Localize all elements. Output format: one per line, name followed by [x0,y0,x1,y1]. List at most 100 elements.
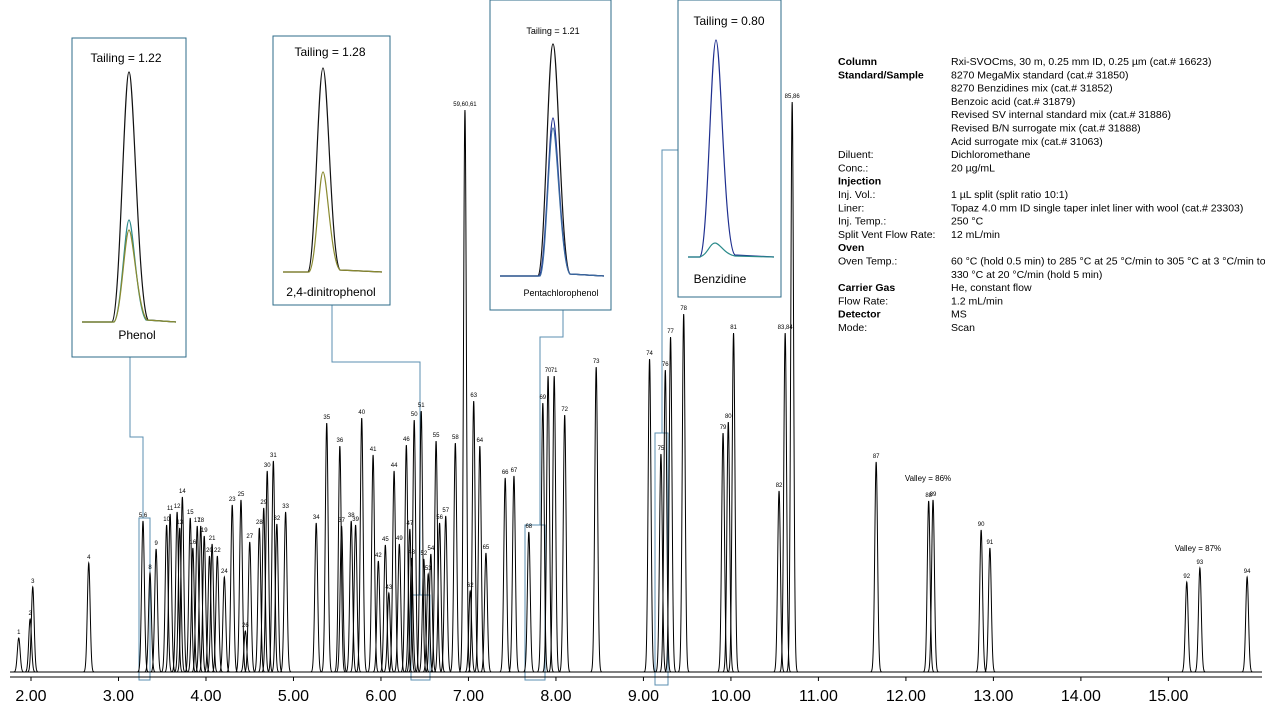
peak [334,445,346,673]
condition-value: Revised B/N surrogate mix (cat.# 31888) [951,123,1141,135]
peak-label: 31 [270,453,277,459]
peak-label: 70 [545,368,552,374]
peak-label: 65 [483,545,490,551]
peak-label: 34 [313,515,320,521]
peak-label: 53 [425,566,432,572]
inset-compound: Pentachlorophenol [523,288,598,298]
peak [659,369,672,673]
peak [144,571,156,673]
condition-value: 1.2 mL/min [951,295,1003,307]
peak [404,528,416,673]
peak-label: 74 [646,351,653,357]
peak-label: 23 [229,497,236,503]
peak-label: 51 [418,403,425,409]
condition-key: Flow Rate: [838,295,888,307]
peak-label: 15 [187,510,194,516]
peak [558,414,571,673]
peak [480,552,492,673]
condition-key: Conc.: [838,162,868,174]
peak-label: 27 [246,534,253,540]
condition-value: MS [951,309,967,321]
peak [383,591,395,673]
condition-value: Revised SV internal standard mix (cat.# … [951,109,1171,121]
inset-frame [489,0,612,311]
peak-label: 35 [323,415,330,421]
peak-label: 93 [1197,560,1204,566]
peak-label: 16 [190,540,197,546]
x-tick-label: 15.00 [1148,688,1188,705]
condition-key: Inj. Vol.: [838,189,875,201]
x-tick-label: 14.00 [1061,688,1101,705]
peak [83,561,95,673]
peak-label: 75 [658,446,665,452]
peak [244,541,256,673]
peak-label: 37 [338,518,345,524]
peak-label: 25 [238,492,245,498]
peak [160,524,173,673]
inset-compound: 2,4-dinitrophenol [286,285,375,299]
peak-label: 32 [274,516,281,522]
peak-label: 66 [502,470,509,476]
conditions: Column Rxi-SVOCms, 30 m, 0.25 mm ID, 0.25… [838,56,1265,334]
condition-key: Liner: [838,202,864,214]
peak-label: 68 [525,524,532,530]
peak-label: 29 [260,500,267,506]
peak [590,366,602,673]
condition-value: 1 µL split (split ratio 10:1) [951,189,1068,201]
inset: Tailing = 0.80 Benzidine [677,0,782,298]
peak [267,460,280,673]
peak-label: 40 [358,410,365,416]
peak-label: 2 [28,611,32,617]
peak [372,560,385,673]
peak-label: 77 [667,329,674,335]
peak-label: 17 [194,518,201,524]
peak [727,332,740,673]
condition-value: 8270 MegaMix standard (cat.# 31850) [951,69,1128,81]
peak [459,109,471,673]
peak [206,543,218,673]
peak [239,630,251,673]
peak [433,522,446,673]
peak [922,500,935,673]
condition-value: 8270 Benzidines mix (cat.# 31852) [951,83,1113,95]
peak-label: 46 [403,437,410,443]
highlight [138,517,151,681]
peak-label: 89 [930,492,937,498]
peak-label: 38 [348,513,355,519]
connector [539,310,564,525]
connector [129,357,144,518]
peak-label: 69 [539,395,546,401]
peak-label: 73 [593,359,600,365]
peak-label: 58 [452,435,459,441]
x-tick-label: 7.00 [453,688,484,705]
peak [717,432,729,673]
peak-label: 18 [197,518,204,524]
inset-trace [283,67,383,273]
inset-frame [71,37,187,358]
x-tick-label: 5.00 [278,688,309,705]
peak-label: 10 [163,517,170,523]
peak [271,523,283,673]
peak-label: 1 [17,630,21,636]
condition-key: Standard/Sample [838,69,924,81]
condition-key: Column [838,56,877,68]
peak-label: 49 [396,536,403,542]
peak-label: 80 [725,414,732,420]
peak-label: 12 [174,504,181,510]
peak [464,589,476,673]
peak-label: 62 [467,583,474,589]
x-tick-label: 6.00 [365,688,396,705]
peak [643,358,656,673]
peak [335,525,348,673]
peak-label: 83,84 [778,325,794,331]
condition-key: Split Vent Flow Rate: [838,229,935,241]
peak [1194,566,1206,673]
peak-label: 13 [176,520,183,526]
inset-trace [500,127,605,277]
x-tick-label: 12.00 [886,688,926,705]
condition-key: Mode: [838,322,867,334]
peak-label: 64 [476,438,483,444]
peak-label: 44 [391,463,398,469]
peak-label: 26 [242,623,249,629]
